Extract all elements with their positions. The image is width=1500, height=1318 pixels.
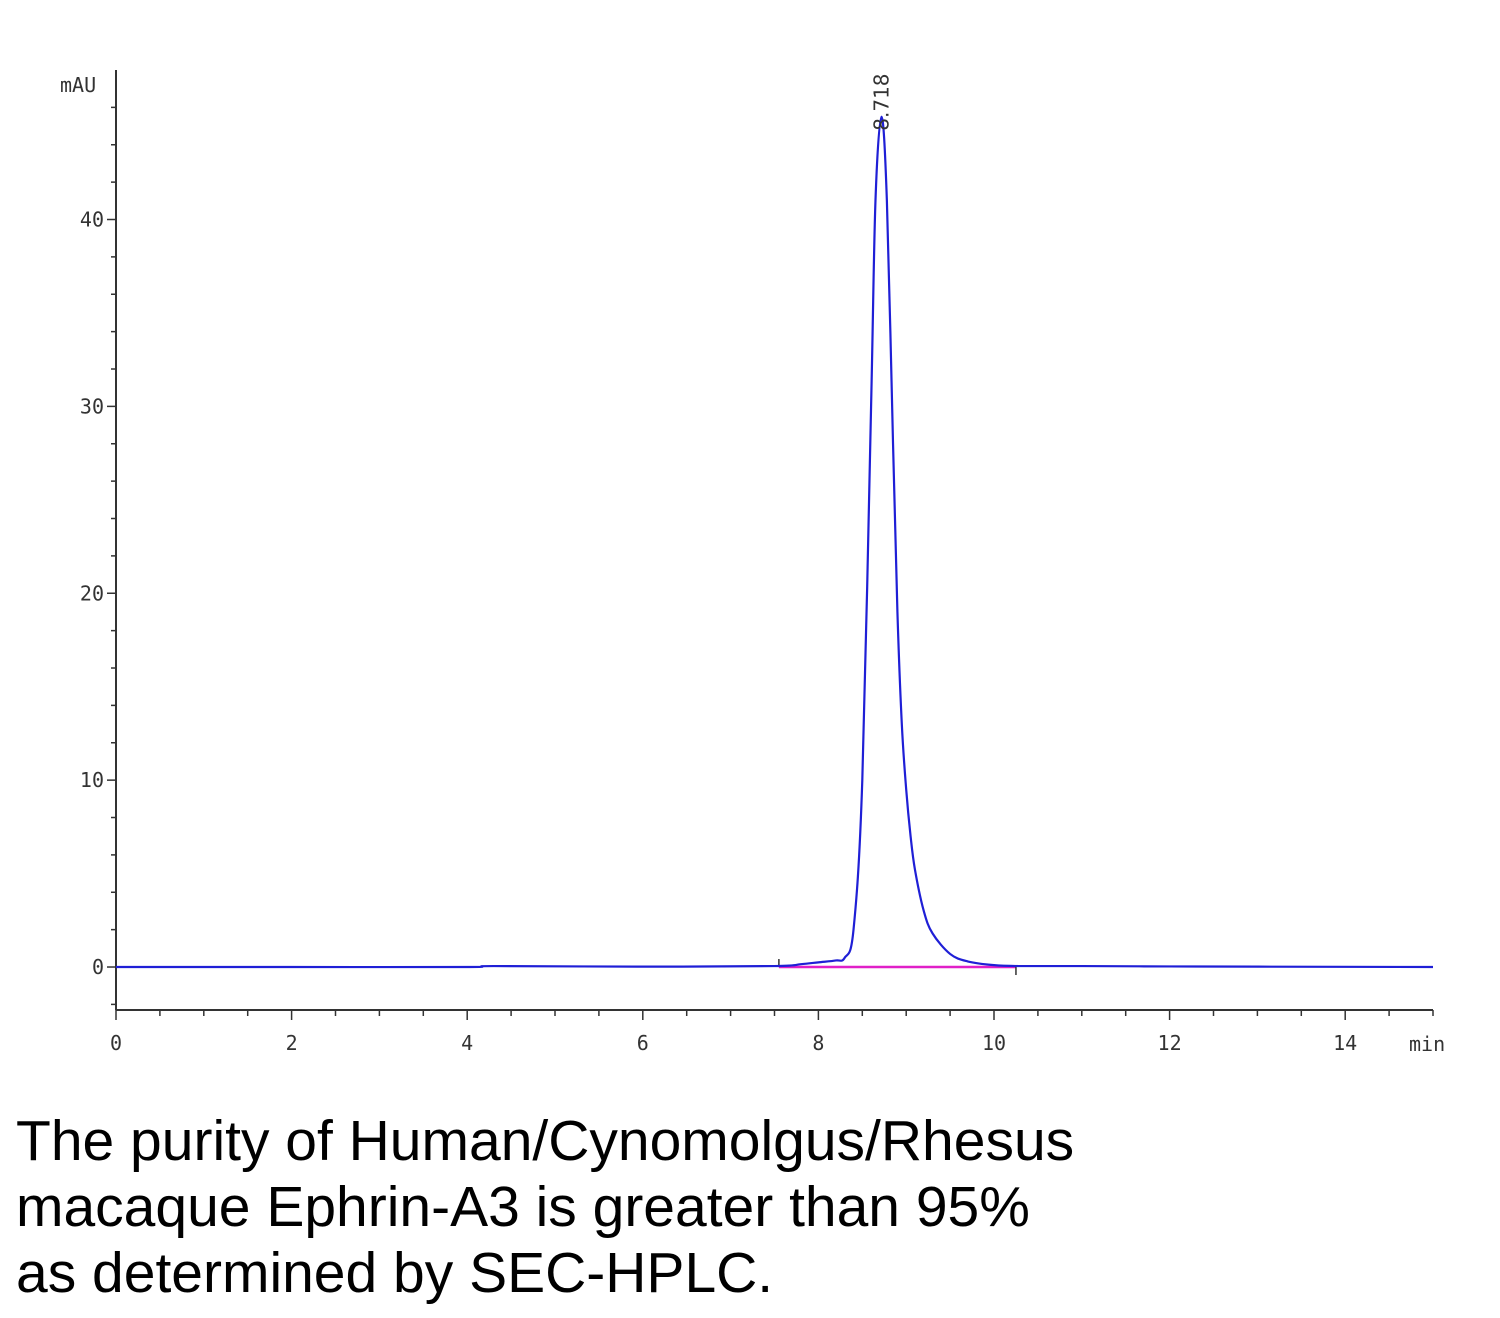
caption-line-3: as determined by SEC-HPLC.: [16, 1241, 774, 1305]
chart-marks: 8.718: [115, 73, 1434, 976]
y-tick-label: 40: [80, 208, 104, 232]
x-tick-label: 12: [1158, 1031, 1182, 1055]
caption: The purity of Human/Cynomolgus/Rhesus ma…: [16, 1108, 1466, 1306]
x-tick-label: 8: [812, 1031, 824, 1055]
peak-retention-label: 8.718: [869, 73, 893, 130]
x-tick-label: 4: [461, 1031, 473, 1055]
chromatogram-chart: 0 10 20 30 40 0 2 4 6 8 10 12 14 8.718 mAU min: [60, 70, 1445, 1056]
axes: 0 10 20 30 40 0 2 4 6 8 10 12 14: [80, 70, 1434, 1055]
y-tick-label: 10: [80, 768, 104, 792]
x-tick-label: 14: [1333, 1031, 1357, 1055]
x-axis-unit-label: min: [1409, 1032, 1445, 1056]
x-tick-label: 10: [982, 1031, 1006, 1055]
caption-line-2: macaque Ephrin-A3 is greater than 95%: [16, 1175, 1030, 1239]
chromatogram-trace-line: [115, 115, 1434, 969]
y-axis-unit-label: mAU: [60, 73, 96, 97]
y-tick-label: 0: [92, 955, 104, 979]
x-tick-label: 6: [637, 1031, 649, 1055]
y-tick-label: 30: [80, 394, 104, 418]
caption-line-1: The purity of Human/Cynomolgus/Rhesus: [16, 1109, 1075, 1173]
x-tick-label: 2: [286, 1031, 298, 1055]
x-tick-label: 0: [110, 1031, 122, 1055]
y-tick-label: 20: [80, 581, 104, 605]
